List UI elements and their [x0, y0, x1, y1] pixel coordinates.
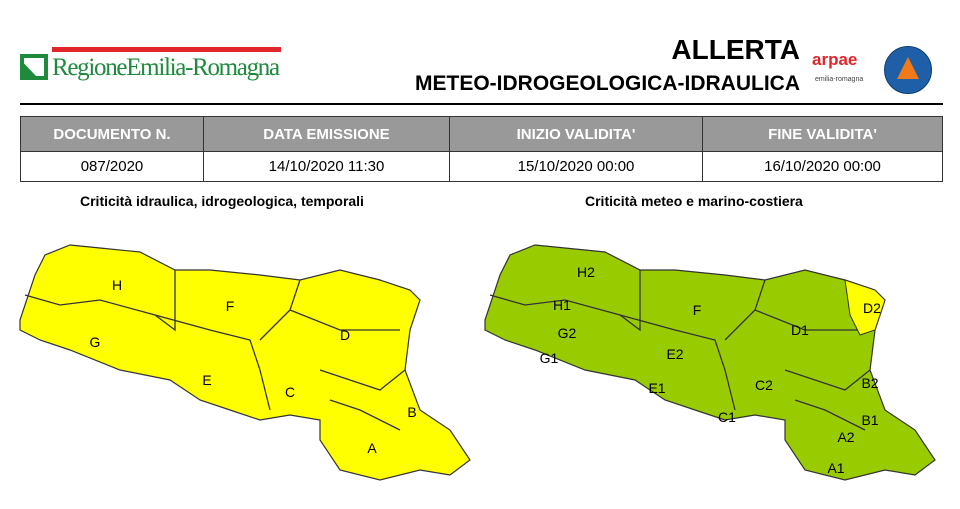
arpae-logo-text: arpae — [812, 50, 858, 69]
zone-label-B1: B1 — [861, 412, 878, 428]
zone-label-C1: C1 — [718, 409, 736, 425]
zone-border — [329, 399, 401, 431]
zone-label-H: H — [112, 277, 122, 293]
zone-border — [784, 369, 871, 391]
zone-label-E2: E2 — [666, 346, 683, 362]
protezione-civile-logo-icon — [884, 46, 932, 94]
zone-label-B: B — [407, 404, 416, 420]
zone-label-G: G — [90, 334, 101, 350]
data-emissione-value: 14/10/2020 11:30 — [203, 151, 450, 182]
zone-label-E: E — [202, 372, 211, 388]
zone-label-E1: E1 — [648, 380, 665, 396]
map-0 — [19, 244, 471, 481]
divider — [20, 103, 943, 105]
zone-label-A1: A1 — [827, 460, 844, 476]
zone-border — [794, 399, 866, 431]
map-title-idro: Criticità idraulica, idrogeologica, temp… — [80, 193, 364, 209]
region-outline — [484, 244, 936, 481]
header-fine-validita: FINE VALIDITA' — [702, 116, 943, 152]
zone-label-C2: C2 — [755, 377, 773, 393]
fine-validita-value: 16/10/2020 00:00 — [702, 151, 943, 182]
zone-label-D1: D1 — [791, 322, 809, 338]
logo-red-bar — [52, 47, 281, 52]
header-data-emissione: DATA EMISSIONE — [203, 116, 450, 152]
zone-label-F: F — [226, 298, 235, 314]
page-subtitle: METEO-IDROGEOLOGICA-IDRAULICA — [415, 72, 800, 95]
zone-label-H2: H2 — [577, 264, 595, 280]
zone-label-H1: H1 — [553, 297, 571, 313]
map-title-meteo: Criticità meteo e marino-costiera — [585, 193, 803, 209]
alert-maps: H F D G E C B A H2 H1 G2 G1 F D1 D2 E2 E1 C2 C1 B2 B1 A2 A1 — [19, 244, 936, 481]
arpae-sub: emilia-romagna — [815, 76, 864, 83]
documento-value: 087/2020 — [20, 151, 204, 182]
header-inizio-validita: INIZIO VALIDITA' — [449, 116, 703, 152]
zone-label-C: C — [285, 384, 295, 400]
zone-label-A: A — [367, 440, 377, 456]
zone-highlight — [844, 279, 886, 336]
zone-border — [754, 309, 865, 331]
zone-border — [619, 314, 736, 411]
zone-label-B2: B2 — [861, 375, 878, 391]
zone-label-A2: A2 — [837, 429, 854, 445]
zone-label-D2: D2 — [863, 300, 881, 316]
map-1 — [484, 244, 936, 481]
zone-label-G1: G1 — [540, 350, 559, 366]
region-outline — [19, 244, 471, 481]
page-title: ALLERTA — [671, 34, 800, 65]
zone-label-F: F — [693, 302, 702, 318]
zone-border — [319, 369, 406, 391]
zone-label-D: D — [340, 327, 350, 343]
region-logo-icon — [20, 54, 48, 80]
document-info-table: DOCUMENTO N. DATA EMISSIONE INIZIO VALID… — [20, 116, 943, 182]
zone-border — [289, 309, 400, 331]
arpae-logo: arpae — [812, 50, 857, 70]
inizio-validita-value: 15/10/2020 00:00 — [449, 151, 703, 182]
zone-border — [154, 314, 271, 411]
region-logo-text: RegioneEmilia-Romagna — [52, 54, 280, 81]
header-documento: DOCUMENTO N. — [20, 116, 204, 152]
zone-label-G2: G2 — [558, 325, 577, 341]
